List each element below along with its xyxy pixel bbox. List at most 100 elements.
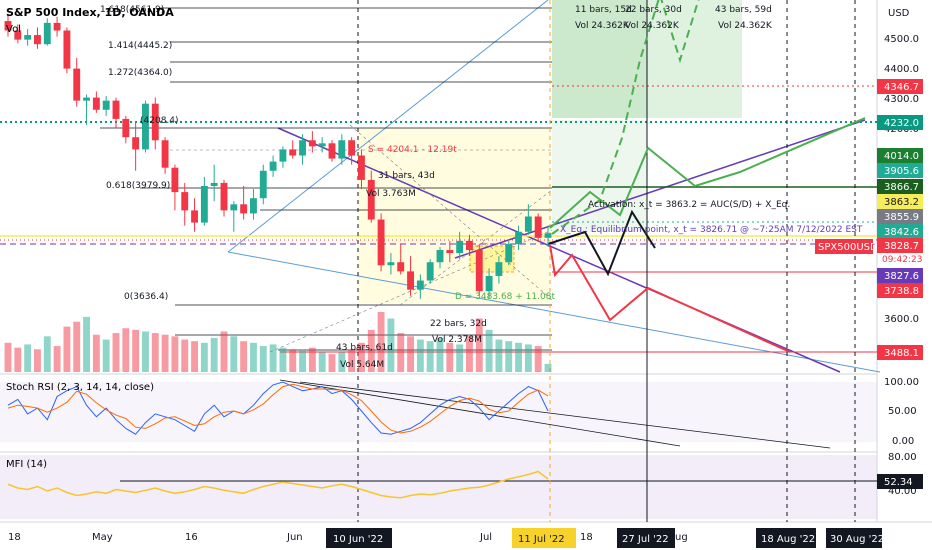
- price-badge: 4014.0: [884, 151, 919, 162]
- candle-body: [200, 186, 208, 223]
- price-badge-bg: [877, 474, 923, 489]
- price-badge: 4232.0: [884, 118, 919, 129]
- volume-bars: [4, 312, 552, 372]
- annotations: 1.618(4561.9) 1.414(4445.2) 1.272(4364.0…: [100, 5, 863, 370]
- volume-bar: [14, 347, 22, 372]
- time-tick: May: [92, 532, 113, 543]
- volume-bar: [495, 339, 503, 372]
- candle-body: [4, 21, 12, 31]
- projection-path-green-dashed: [551, 0, 700, 235]
- volume-bar: [43, 336, 51, 372]
- time-tick: ug: [675, 532, 688, 543]
- volume-bar: [122, 328, 130, 372]
- volume-bar: [485, 329, 493, 372]
- candle-body: [426, 262, 434, 281]
- symbol-badge-bg: [815, 239, 873, 254]
- bars-top-2: 22 bars, 30d: [625, 5, 682, 15]
- bars-mid: 31 bars, 43d: [378, 171, 435, 181]
- volume-bar: [466, 336, 473, 372]
- volume-bar: [358, 342, 365, 372]
- volume-bar: [230, 336, 238, 372]
- candle-body: [446, 250, 454, 254]
- volume-bar: [377, 312, 385, 372]
- price-badge-bg: [877, 79, 923, 94]
- price-badge-bg: [877, 148, 923, 163]
- candle-body: [151, 103, 159, 141]
- time-tick: 18: [580, 532, 593, 543]
- candle-body: [92, 97, 100, 110]
- candle-body: [367, 179, 375, 220]
- fib-label-0618: 0.618(3979.9): [106, 181, 170, 191]
- stoch-d-line: [7, 383, 549, 434]
- currency-label: USD: [888, 8, 910, 19]
- projection-zone-mid: [552, 120, 647, 232]
- activation-label: Activation: x_t = 3863.2 = AUC(S/D) + X_…: [588, 200, 790, 210]
- volume-label: Vol: [6, 24, 21, 35]
- symbol-badge: SPX500USD: [818, 242, 878, 253]
- vol-top-1: Vol 24.362K: [575, 21, 630, 31]
- date-badge-bg: [512, 528, 576, 548]
- fib-label-1618: 1.618(4561.9): [100, 5, 164, 15]
- price-tick: 4400.0: [884, 64, 919, 75]
- volume-bar: [102, 339, 110, 372]
- volume-bar: [73, 321, 81, 372]
- candle-body: [318, 143, 326, 147]
- bars-top-1: 11 bars, 15d: [575, 5, 632, 15]
- stoch-tick: 0.00: [892, 436, 914, 447]
- stoch-band-background: [0, 382, 877, 442]
- date-badge-bg: [826, 528, 882, 548]
- bars-low: 22 bars, 32d: [430, 319, 487, 329]
- volume-bar: [171, 336, 179, 372]
- projection-path-black: [547, 209, 656, 277]
- volume-bar: [534, 346, 542, 372]
- candle-body: [230, 204, 238, 211]
- volume-bar: [34, 349, 41, 372]
- price-tick: 4500.0: [884, 34, 919, 45]
- volume-bar: [299, 350, 306, 372]
- stoch-k-line: [7, 381, 549, 435]
- volume-bar: [240, 341, 248, 372]
- time-tick: Jun: [286, 532, 303, 543]
- vol-top-3: Vol 24.362K: [718, 21, 773, 31]
- stoch-tick: 50.00: [888, 406, 917, 417]
- candle-body: [142, 103, 149, 150]
- price-badge: 3863.2: [884, 197, 919, 208]
- price-badge: 3905.6: [884, 166, 919, 177]
- candle-body: [308, 140, 316, 147]
- fib-label-0: 0(3636.4): [124, 292, 168, 302]
- time-axis[interactable]: 18 May 16 Jun Jul 18 ug 10 Jun '22 11 Ju…: [8, 528, 884, 548]
- candle-body: [132, 137, 140, 150]
- candle-body: [358, 155, 365, 180]
- bars-top-3: 43 bars, 59d: [715, 5, 772, 15]
- date-badge-bg: [756, 528, 816, 548]
- candle-body: [397, 262, 405, 272]
- candle-body: [377, 219, 385, 266]
- chart-title: S&P 500 Index, 1D, OANDA: [6, 6, 174, 19]
- candle-body: [181, 192, 189, 211]
- candle-body: [348, 140, 356, 156]
- candle-body: [328, 143, 336, 159]
- volume-bar: [544, 363, 552, 372]
- volume-bar: [259, 346, 267, 372]
- volume-bar: [515, 342, 522, 372]
- bars-low-2: 43 bars, 61d: [336, 343, 393, 353]
- candle-body: [485, 275, 493, 292]
- volume-bar: [191, 341, 198, 372]
- mfi-line: [7, 470, 549, 499]
- mfi-label: MFI (14): [6, 459, 47, 470]
- candle-body: [456, 240, 464, 254]
- candle-body: [24, 35, 32, 40]
- volume-bar: [151, 333, 159, 372]
- candle-body: [171, 167, 179, 193]
- mfi-tick: 40.00: [888, 486, 917, 497]
- price-badge: 3866.7: [884, 182, 919, 193]
- candle-body: [407, 271, 414, 290]
- candle-body: [191, 210, 198, 223]
- fib-label-4208: (4208.4): [140, 116, 179, 126]
- volume-bar: [24, 344, 32, 372]
- date-badge: 10 Jun '22: [333, 534, 383, 545]
- candle-body: [210, 182, 218, 186]
- candle-body: [289, 149, 297, 156]
- fib-label-1414: 1.414(4445.2): [108, 41, 172, 51]
- equilibrium-label: X_Eq.: Equilibrium point, x_t = 3826.71 …: [560, 225, 863, 235]
